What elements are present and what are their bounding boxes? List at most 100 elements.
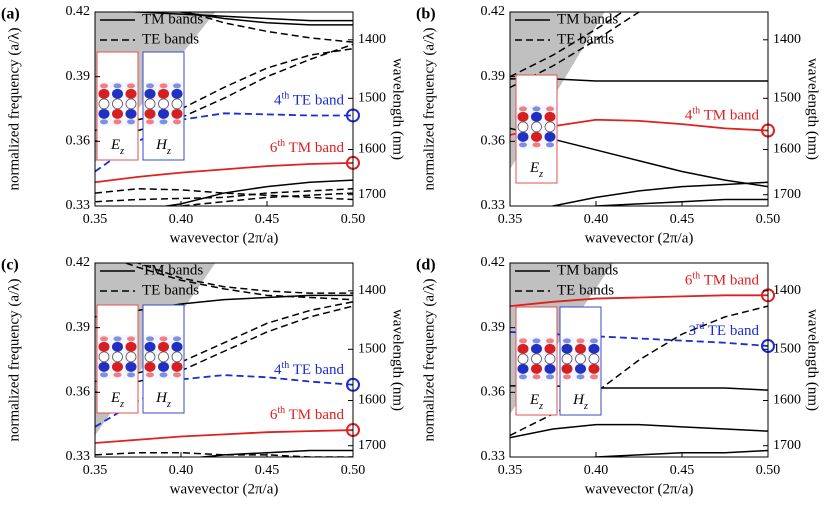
band-line bbox=[510, 331, 768, 347]
x-tick-label: 0.45 bbox=[670, 212, 695, 227]
label-text: TE band bbox=[704, 323, 759, 339]
field-lobe bbox=[159, 372, 168, 378]
label-text: TE band bbox=[289, 362, 344, 378]
x-tick-label: 0.40 bbox=[584, 212, 609, 227]
band-line bbox=[95, 429, 353, 444]
field-lobe bbox=[563, 374, 571, 380]
y2-axis-label: wavelength (nm) bbox=[805, 309, 821, 411]
label-number: 4 bbox=[274, 93, 282, 109]
band-line bbox=[136, 263, 353, 294]
label-suffix: th bbox=[277, 405, 285, 416]
label-text: TM band bbox=[700, 108, 759, 124]
x-axis-label: wavevector (2π/a) bbox=[585, 481, 694, 497]
x-tick-label: 0.40 bbox=[169, 463, 194, 478]
field-lobe bbox=[125, 88, 137, 99]
band-line bbox=[510, 423, 768, 439]
field-lobe bbox=[532, 338, 541, 344]
field-lobe bbox=[127, 83, 135, 89]
inset-label: Ez bbox=[529, 392, 543, 411]
band-line bbox=[95, 161, 353, 184]
field-lobe bbox=[98, 88, 110, 99]
field-lobe bbox=[112, 108, 123, 119]
field-lobe bbox=[590, 338, 598, 344]
label-suffix: th bbox=[282, 90, 290, 101]
legend-label: TM bands bbox=[557, 262, 618, 278]
field-lobe bbox=[113, 83, 122, 89]
field-lobe bbox=[125, 361, 137, 372]
y-tick-label: 0.42 bbox=[481, 255, 506, 270]
band-line bbox=[173, 192, 353, 206]
field-inset: Hz bbox=[142, 51, 185, 161]
field-lobe bbox=[144, 341, 156, 352]
hole bbox=[158, 98, 169, 110]
x-tick-label: 0.50 bbox=[341, 463, 366, 478]
legend-label: TM bands bbox=[557, 11, 618, 27]
panel: Ez 4th TM band TM bands TE bands 0.35 0.40 0.4… bbox=[416, 4, 821, 246]
y2-tick-label: 1700 bbox=[773, 438, 801, 453]
hole bbox=[588, 353, 600, 365]
field-lobe bbox=[144, 108, 156, 119]
label-suffix: th bbox=[692, 270, 700, 281]
field-lobe bbox=[127, 119, 135, 125]
field-lobe bbox=[561, 343, 573, 354]
field-lobe bbox=[546, 374, 554, 380]
band-line bbox=[123, 263, 353, 301]
field-lobe bbox=[100, 372, 108, 378]
field-lobe bbox=[146, 83, 154, 89]
y-tick-label: 0.39 bbox=[66, 69, 91, 84]
hole bbox=[112, 98, 123, 110]
field-lobe bbox=[158, 108, 169, 119]
field-lobe bbox=[171, 361, 183, 372]
field-lobe bbox=[517, 363, 529, 374]
field-lobe bbox=[112, 341, 123, 352]
legend-label: TE bands bbox=[557, 282, 614, 298]
y2-tick-label: 1400 bbox=[773, 283, 801, 298]
inset-symbol: H bbox=[155, 137, 168, 153]
hole bbox=[125, 351, 137, 363]
hole bbox=[544, 353, 556, 365]
hole bbox=[561, 353, 573, 365]
band-line bbox=[588, 198, 768, 206]
field-lobe bbox=[113, 119, 122, 125]
label-number: 4 bbox=[274, 362, 282, 378]
field-inset: Ez bbox=[515, 74, 558, 184]
band-line bbox=[95, 188, 353, 203]
hole bbox=[125, 98, 137, 110]
field-lobe bbox=[588, 343, 600, 354]
inset-label: Hz bbox=[572, 392, 588, 411]
band-line bbox=[194, 449, 353, 457]
y2-axis-label: wavelength (nm) bbox=[390, 58, 406, 160]
field-lobe bbox=[146, 336, 154, 342]
legend-label: TE bands bbox=[557, 31, 614, 47]
x-tick-label: 0.45 bbox=[670, 463, 695, 478]
band-line bbox=[161, 179, 353, 206]
field-lobe bbox=[173, 336, 181, 342]
band-line bbox=[510, 12, 624, 78]
hole bbox=[158, 351, 169, 363]
legend-label: TM bands bbox=[142, 11, 203, 27]
field-lobe bbox=[144, 88, 156, 99]
inset-label: Ez bbox=[110, 137, 124, 156]
y2-tick-label: 1600 bbox=[773, 393, 801, 408]
panel-label: (d) bbox=[416, 257, 436, 274]
field-lobe bbox=[159, 83, 168, 89]
field-lobe bbox=[575, 363, 586, 374]
x-tick-label: 0.40 bbox=[584, 463, 609, 478]
hole bbox=[575, 353, 586, 365]
band-line bbox=[95, 188, 353, 201]
field-lobe bbox=[159, 336, 168, 342]
x-tick-label: 0.50 bbox=[341, 212, 366, 227]
field-lobe bbox=[113, 336, 122, 342]
field-lobe bbox=[519, 142, 527, 148]
y-tick-label: 0.33 bbox=[66, 449, 91, 464]
field-lobe bbox=[544, 111, 556, 122]
x-tick-label: 0.35 bbox=[83, 463, 108, 478]
y2-tick-label: 1500 bbox=[358, 342, 386, 357]
x-tick-label: 0.40 bbox=[169, 212, 194, 227]
label-number: 3 bbox=[688, 323, 696, 339]
field-lobe bbox=[563, 338, 571, 344]
label-text: TE band bbox=[289, 93, 344, 109]
band-label: 6th TM band bbox=[685, 270, 760, 289]
hole bbox=[171, 351, 183, 363]
